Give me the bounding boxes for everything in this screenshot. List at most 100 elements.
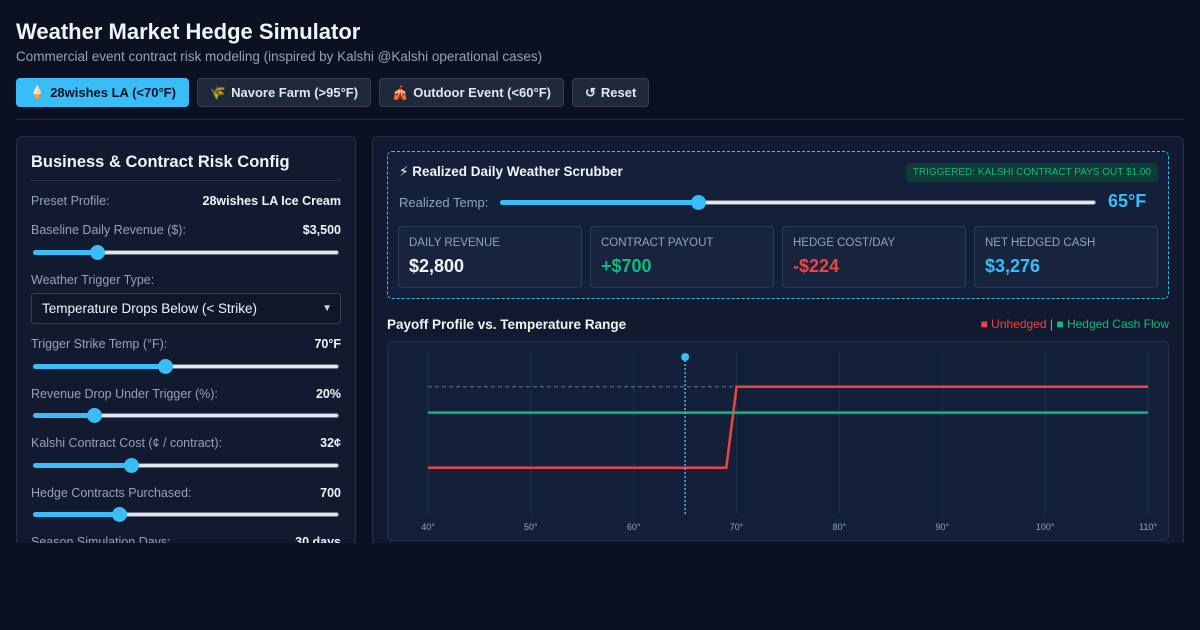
- page-title: Weather Market Hedge Simulator: [16, 19, 361, 44]
- trigger-type-label: Weather Trigger Type:: [31, 273, 155, 287]
- strike-temp-label: Trigger Strike Temp (°F):: [31, 337, 168, 351]
- preset-label: Outdoor Event (<60°F): [413, 85, 551, 100]
- ice-cream-icon: 🍦: [29, 84, 46, 100]
- wheat-icon: 🌾: [209, 84, 227, 100]
- net-hedged-cash-card: NET HEDGED CASH $3,276: [974, 226, 1158, 288]
- circus-tent-icon: 🎪: [392, 84, 409, 100]
- x-tick-label: 70°: [730, 522, 744, 532]
- payoff-chart: 40° 50° 60° 70° 80° 90° 100° 110°: [387, 341, 1169, 541]
- slider-fill: [33, 413, 95, 418]
- temp-marker-dot: [681, 353, 690, 361]
- revenue-drop-slider[interactable]: [31, 408, 341, 423]
- contract-cost-slider[interactable]: [31, 458, 341, 473]
- slider-thumb[interactable]: [157, 359, 173, 374]
- contract-payout-card: CONTRACT PAYOUT +$700: [590, 226, 774, 288]
- daily-revenue-card: DAILY REVENUE $2,800: [398, 226, 582, 288]
- strike-temp-slider[interactable]: [31, 359, 341, 374]
- x-tick-label: 50°: [524, 522, 538, 532]
- season-days-row: Season Simulation Days: 30 days: [31, 535, 341, 543]
- slider-thumb[interactable]: [111, 507, 127, 522]
- preset-profile-value: 28wishes LA Ice Cream: [202, 194, 342, 208]
- x-tick-label: 40°: [421, 522, 435, 532]
- trigger-type-select[interactable]: Temperature Drops Below (< Strike) ▼: [31, 293, 341, 324]
- chart-title: Payoff Profile vs. Temperature Range: [387, 317, 627, 332]
- metric-cards: DAILY REVENUE $2,800 CONTRACT PAYOUT +$7…: [398, 226, 1158, 288]
- metric-value: $2,800: [409, 256, 465, 276]
- contracts-value: 700: [320, 486, 341, 500]
- contract-cost-row: Kalshi Contract Cost (¢ / contract): 32¢: [31, 436, 341, 450]
- hedge-cost-card: HEDGE COST/DAY -$224: [782, 226, 966, 288]
- metric-label: CONTRACT PAYOUT: [601, 237, 714, 249]
- slider-fill: [500, 200, 699, 205]
- slider-thumb[interactable]: [87, 408, 103, 423]
- legend-unhedged: ■ Unhedged: [980, 317, 1047, 331]
- baseline-revenue-value: $3,500: [302, 223, 341, 237]
- realized-temp-value: 65°F: [1108, 191, 1147, 211]
- realized-temp-label: Realized Temp:: [399, 195, 489, 210]
- contracts-row: Hedge Contracts Purchased: 700: [31, 486, 341, 500]
- x-tick-label: 100°: [1036, 522, 1055, 532]
- metric-value: $3,276: [985, 256, 1041, 276]
- config-panel-title: Business & Contract Risk Config: [31, 153, 290, 171]
- x-tick-label: 110°: [1139, 522, 1157, 532]
- metric-label: DAILY REVENUE: [409, 237, 500, 249]
- payoff-chart-svg: 40° 50° 60° 70° 80° 90° 100° 110°: [421, 352, 1157, 532]
- preset-28wishes-button[interactable]: 🍦 28wishes LA (<70°F): [16, 78, 189, 107]
- page: Weather Market Hedge Simulator Commercia…: [16, 0, 1184, 543]
- season-days-label: Season Simulation Days:: [31, 535, 171, 543]
- metric-label: NET HEDGED CASH: [985, 237, 1096, 249]
- x-tick-label: 90°: [935, 522, 949, 532]
- header-divider: [16, 119, 1184, 120]
- slider-thumb[interactable]: [90, 245, 106, 260]
- season-days-value: 30 days: [295, 535, 341, 543]
- baseline-revenue-label: Baseline Daily Revenue ($):: [31, 223, 186, 237]
- x-tick-label: 60°: [627, 522, 641, 532]
- contract-cost-label: Kalshi Contract Cost (¢ / contract):: [31, 436, 223, 450]
- page-subtitle: Commercial event contract risk modeling …: [16, 49, 543, 64]
- slider-thumb[interactable]: [123, 458, 139, 473]
- contract-cost-value: 32¢: [320, 436, 341, 450]
- preset-navore-button[interactable]: 🌾 Navore Farm (>95°F): [196, 78, 372, 107]
- config-panel: Business & Contract Risk Config Preset P…: [16, 136, 356, 543]
- contracts-label: Hedge Contracts Purchased:: [31, 486, 192, 500]
- metric-value: +$700: [601, 256, 652, 276]
- legend-hedged: ■ Hedged Cash Flow: [1056, 317, 1169, 331]
- results-panel: ⚡ Realized Daily Weather Scrubber TRIGGE…: [372, 136, 1184, 543]
- config-divider: [31, 180, 341, 181]
- metric-label: HEDGE COST/DAY: [793, 237, 896, 249]
- reset-label: Reset: [600, 85, 637, 100]
- unhedged-line: [428, 385, 1148, 469]
- slider-thumb[interactable]: [691, 195, 707, 210]
- slider-fill: [33, 463, 131, 468]
- realized-temp-slider[interactable]: [498, 195, 1098, 210]
- preset-profile-label: Preset Profile:: [31, 194, 110, 208]
- preset-profile-row: Preset Profile: 28wishes LA Ice Cream: [31, 194, 341, 208]
- x-tick-label: 80°: [833, 522, 847, 532]
- slider-fill: [33, 250, 98, 255]
- preset-label: Navore Farm (>95°F): [231, 85, 359, 100]
- slider-fill: [33, 364, 165, 369]
- strike-temp-value: 70°F: [314, 337, 341, 351]
- revenue-drop-value: 20%: [315, 387, 341, 401]
- baseline-revenue-row: Baseline Daily Revenue ($): $3,500: [31, 223, 341, 237]
- preset-outdoor-event-button[interactable]: 🎪 Outdoor Event (<60°F): [379, 78, 564, 107]
- preset-label: 28wishes LA (<70°F): [50, 85, 176, 100]
- metric-value: -$224: [793, 256, 840, 276]
- baseline-revenue-slider[interactable]: [31, 245, 341, 260]
- legend-separator: |: [1049, 317, 1054, 331]
- revenue-drop-row: Revenue Drop Under Trigger (%): 20%: [31, 387, 341, 401]
- contracts-slider[interactable]: [31, 507, 341, 522]
- chart-legend: ■ Unhedged | ■ Hedged Cash Flow: [981, 317, 1169, 331]
- strike-temp-row: Trigger Strike Temp (°F): 70°F: [31, 337, 341, 351]
- slider-fill: [33, 512, 119, 517]
- revenue-drop-label: Revenue Drop Under Trigger (%):: [31, 387, 218, 401]
- trigger-type-value: Temperature Drops Below (< Strike): [42, 301, 257, 316]
- scrubber-title: ⚡ Realized Daily Weather Scrubber: [399, 164, 623, 179]
- trigger-type-row: Weather Trigger Type:: [31, 273, 341, 287]
- weather-scrubber: ⚡ Realized Daily Weather Scrubber TRIGGE…: [387, 151, 1169, 299]
- preset-bar: 🍦 28wishes LA (<70°F) 🌾 Navore Farm (>95…: [16, 78, 650, 107]
- status-badge: TRIGGERED: KALSHI CONTRACT PAYS OUT $1.0…: [905, 163, 1158, 182]
- reset-icon: ↺: [585, 84, 596, 100]
- reset-button[interactable]: ↺ Reset: [572, 78, 650, 107]
- chevron-down-icon: ▼: [322, 303, 332, 314]
